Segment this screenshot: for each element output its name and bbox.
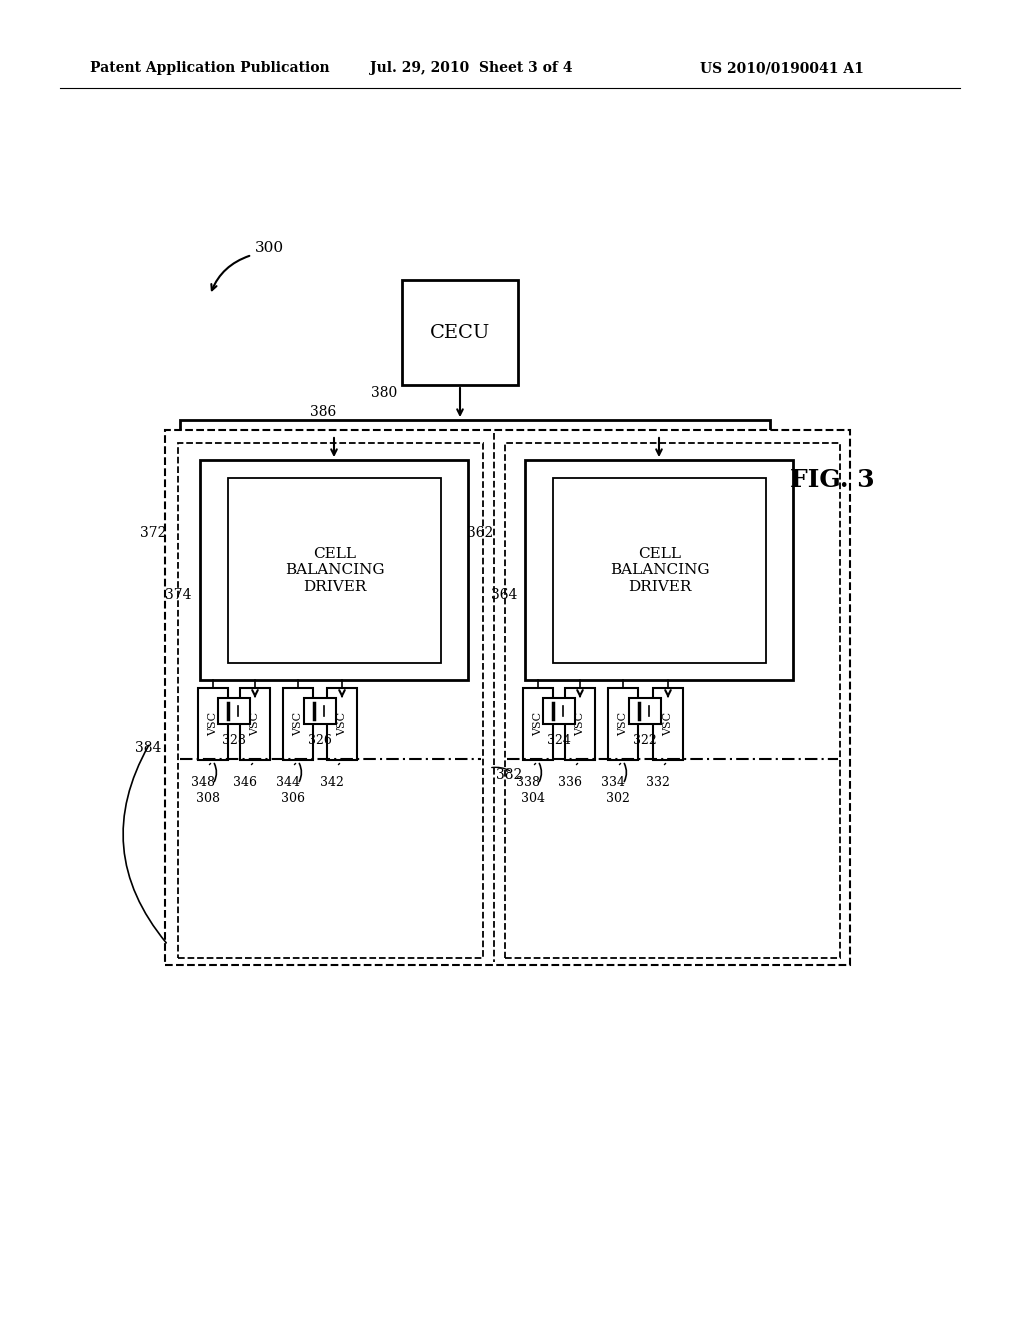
Text: CECU: CECU xyxy=(430,323,490,342)
Text: 302: 302 xyxy=(606,792,630,805)
Text: 306: 306 xyxy=(281,792,305,805)
Text: VSC: VSC xyxy=(663,711,673,737)
Text: 344: 344 xyxy=(276,776,300,788)
Bar xyxy=(543,698,575,723)
Text: 322: 322 xyxy=(633,734,656,747)
Bar xyxy=(228,478,441,663)
Text: 308: 308 xyxy=(196,792,220,805)
Bar xyxy=(200,459,468,680)
Bar xyxy=(608,688,638,760)
Text: FIG. 3: FIG. 3 xyxy=(790,469,874,492)
Bar xyxy=(180,420,770,436)
Text: 336: 336 xyxy=(558,776,582,788)
Text: CELL
BALANCING
DRIVER: CELL BALANCING DRIVER xyxy=(285,548,384,594)
Text: VSC: VSC xyxy=(534,711,543,737)
Text: 326: 326 xyxy=(308,734,332,747)
Bar xyxy=(283,688,313,760)
Text: VSC: VSC xyxy=(293,711,303,737)
Bar xyxy=(218,698,250,723)
Bar xyxy=(553,478,766,663)
Text: VSC: VSC xyxy=(337,711,347,737)
Text: 342: 342 xyxy=(321,776,344,788)
Text: 338: 338 xyxy=(516,776,540,788)
Text: VSC: VSC xyxy=(575,711,585,737)
Text: Jul. 29, 2010  Sheet 3 of 4: Jul. 29, 2010 Sheet 3 of 4 xyxy=(370,61,572,75)
Text: 324: 324 xyxy=(547,734,571,747)
Text: 346: 346 xyxy=(233,776,257,788)
Bar xyxy=(402,280,518,385)
Bar xyxy=(505,444,840,958)
Bar xyxy=(523,688,553,760)
Bar xyxy=(653,688,683,760)
Text: 374: 374 xyxy=(166,587,193,602)
Bar xyxy=(198,688,228,760)
Text: VSC: VSC xyxy=(208,711,218,737)
Text: 332: 332 xyxy=(646,776,670,788)
Text: 386: 386 xyxy=(310,405,336,418)
Bar xyxy=(240,688,270,760)
Text: CELL
BALANCING
DRIVER: CELL BALANCING DRIVER xyxy=(609,548,710,594)
Text: 372: 372 xyxy=(139,525,166,540)
Bar xyxy=(629,698,662,723)
Bar xyxy=(178,444,483,958)
Bar xyxy=(165,430,850,965)
Text: Patent Application Publication: Patent Application Publication xyxy=(90,61,330,75)
Text: 364: 364 xyxy=(490,587,517,602)
Text: 380: 380 xyxy=(371,385,397,400)
Text: 384: 384 xyxy=(135,741,161,755)
Text: VSC: VSC xyxy=(250,711,260,737)
Text: 362: 362 xyxy=(467,525,493,540)
Bar xyxy=(525,459,793,680)
Text: VSC: VSC xyxy=(618,711,628,737)
Text: 300: 300 xyxy=(255,242,284,255)
Text: 334: 334 xyxy=(601,776,625,788)
Text: 382: 382 xyxy=(496,768,522,781)
Bar xyxy=(304,698,336,723)
Text: US 2010/0190041 A1: US 2010/0190041 A1 xyxy=(700,61,864,75)
Bar xyxy=(327,688,357,760)
Bar xyxy=(565,688,595,760)
Text: 348: 348 xyxy=(191,776,215,788)
Text: 304: 304 xyxy=(521,792,545,805)
Text: 328: 328 xyxy=(222,734,246,747)
